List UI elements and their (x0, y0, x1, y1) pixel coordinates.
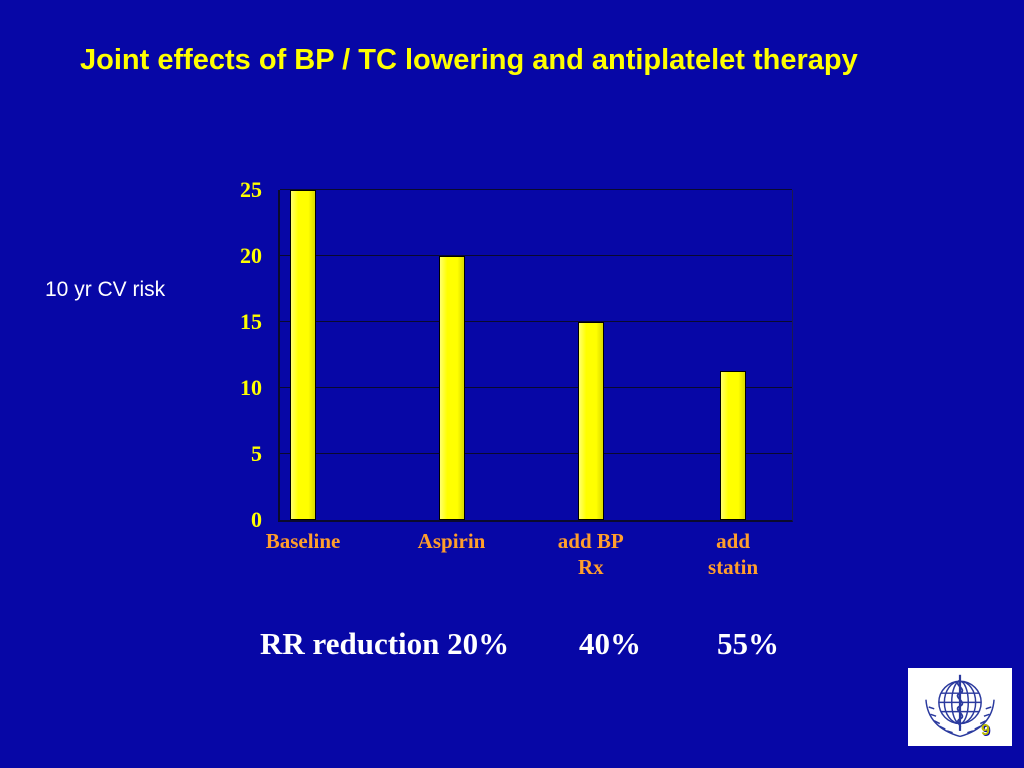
who-logo-box (908, 668, 1012, 746)
bar-chart-plot (278, 189, 793, 522)
gridline (280, 387, 792, 388)
gridline (280, 453, 792, 454)
x-category-label: add BP Rx (557, 529, 624, 579)
gridline (280, 189, 792, 190)
bar-add-statin (720, 370, 747, 520)
y-tick-label: 10 (240, 375, 262, 400)
rr-reduction-label: RR reduction 20% (260, 626, 510, 661)
bar-add-bp-rx (577, 322, 604, 520)
rr-reduction-row: RR reduction 20% 40% 55% (0, 626, 1024, 670)
rr-reduction-bp-value: 40% (579, 626, 641, 661)
gridline (280, 321, 792, 322)
who-logo-icon (925, 674, 995, 738)
y-tick-label: 15 (240, 309, 262, 334)
slide-title: Joint effects of BP / TC lowering and an… (80, 44, 858, 76)
y-tick-label: 5 (251, 441, 262, 466)
y-tick-label: 20 (240, 243, 262, 268)
rr-reduction-statin-value: 55% (717, 626, 779, 661)
x-category-label: Aspirin (417, 529, 486, 553)
y-axis-side-label: 10 yr CV risk (45, 278, 166, 301)
bar-aspirin (438, 256, 465, 520)
page-number: 9 (981, 722, 990, 739)
x-category-label: add statin (708, 529, 759, 579)
bar-baseline (290, 190, 317, 520)
y-axis-labels: 0 5 10 15 20 25 (210, 178, 268, 532)
x-category-label: Baseline (265, 529, 341, 553)
y-tick-label: 0 (251, 507, 262, 532)
gridline (280, 255, 792, 256)
x-axis-labels: Baseline Aspirin add BP Rx add statin (266, 528, 790, 598)
y-tick-label: 25 (240, 177, 262, 202)
